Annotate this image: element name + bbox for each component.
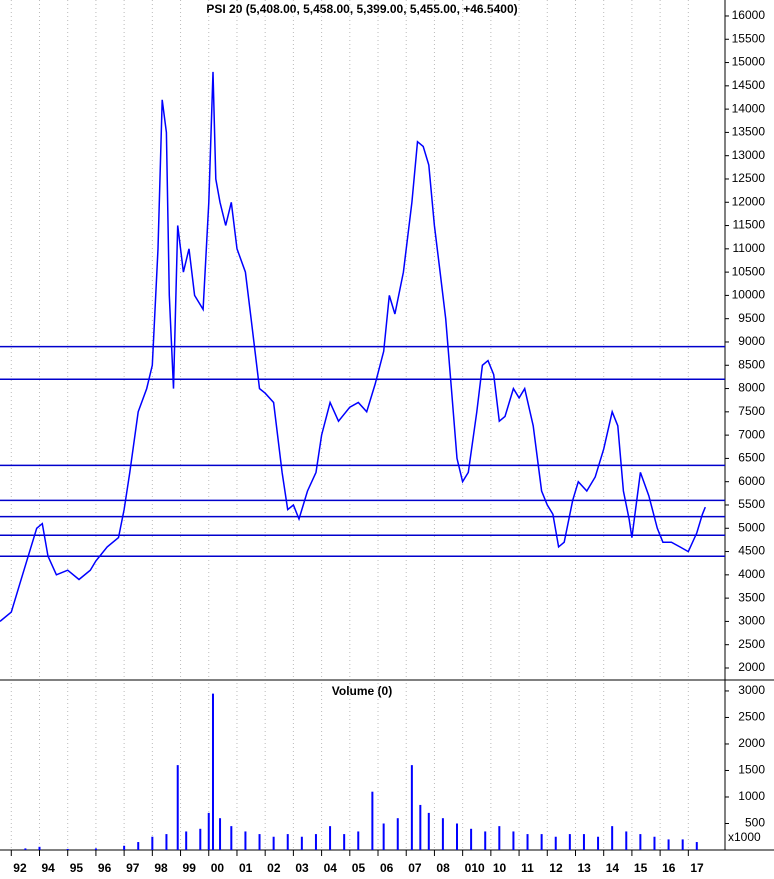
y-tick-label: 5000: [738, 520, 765, 534]
x-tick-label: 10: [493, 861, 507, 875]
y-tick-label: 3500: [738, 590, 765, 604]
x-tick-label: 03: [295, 861, 309, 875]
y-tick-label: 2000: [738, 660, 765, 674]
y-tick-label: 11000: [733, 241, 766, 255]
y-tick-label: 10000: [732, 288, 766, 302]
y-tick-label: 8000: [738, 381, 765, 395]
y-tick-label: 10500: [732, 264, 766, 278]
x-tick-label: 11: [521, 861, 534, 875]
y-tick-label: 16000: [732, 8, 766, 22]
y-tick-label: 8500: [738, 357, 765, 371]
y-tick-label: 1500: [738, 763, 765, 777]
x-tick-label: 99: [183, 861, 197, 875]
x-tick-label: 06: [380, 861, 394, 875]
x-tick-label: 96: [98, 861, 112, 875]
y-tick-label: 13500: [732, 125, 766, 139]
x-tick-label: 17: [690, 861, 704, 875]
y-tick-label: 14000: [732, 101, 766, 115]
x-tick-label: 010: [465, 861, 485, 875]
y-tick-label: 500: [745, 816, 765, 830]
x-tick-label: 00: [211, 861, 225, 875]
y-tick-label: 5500: [738, 497, 765, 511]
x-tick-label: 94: [41, 861, 55, 875]
y-tick-label: 4000: [738, 567, 765, 581]
y-tick-label: 6500: [738, 451, 765, 465]
y-tick-label: 13000: [732, 148, 766, 162]
price-line: [0, 71, 706, 622]
x-tick-label: 92: [13, 861, 27, 875]
x-tick-label: 16: [662, 861, 676, 875]
volume-unit: x1000: [728, 830, 761, 844]
x-tick-label: 08: [436, 861, 450, 875]
y-tick-label: 2500: [738, 637, 765, 651]
y-tick-label: 12000: [732, 194, 766, 208]
volume-title: Volume (0): [332, 684, 392, 698]
x-tick-label: 14: [606, 861, 620, 875]
y-tick-label: 3000: [738, 683, 765, 697]
y-tick-label: 7500: [738, 404, 765, 418]
y-tick-label: 1000: [738, 789, 765, 803]
x-tick-label: 04: [324, 861, 338, 875]
y-tick-label: 3000: [738, 614, 765, 628]
x-tick-label: 98: [154, 861, 168, 875]
y-tick-label: 2000: [738, 736, 765, 750]
x-tick-label: 97: [126, 861, 140, 875]
y-tick-label: 9500: [738, 311, 765, 325]
y-tick-label: 11500: [733, 218, 766, 232]
x-tick-label: 95: [70, 861, 84, 875]
y-tick-label: 6000: [738, 474, 765, 488]
x-tick-label: 07: [408, 861, 422, 875]
x-tick-label: 13: [577, 861, 591, 875]
x-tick-label: 12: [549, 861, 563, 875]
x-tick-label: 01: [239, 861, 253, 875]
x-tick-label: 05: [352, 861, 366, 875]
x-tick-label: 15: [634, 861, 648, 875]
y-tick-label: 7000: [738, 427, 765, 441]
y-tick-label: 9000: [738, 334, 765, 348]
y-tick-label: 15000: [732, 55, 766, 69]
y-tick-label: 2500: [738, 710, 765, 724]
y-tick-label: 12500: [732, 171, 766, 185]
y-tick-label: 14500: [732, 78, 766, 92]
chart-title: PSI 20 (5,408.00, 5,458.00, 5,399.00, 5,…: [206, 2, 517, 16]
y-tick-label: 15500: [732, 31, 766, 45]
x-tick-label: 02: [267, 861, 281, 875]
y-tick-label: 4500: [738, 544, 765, 558]
